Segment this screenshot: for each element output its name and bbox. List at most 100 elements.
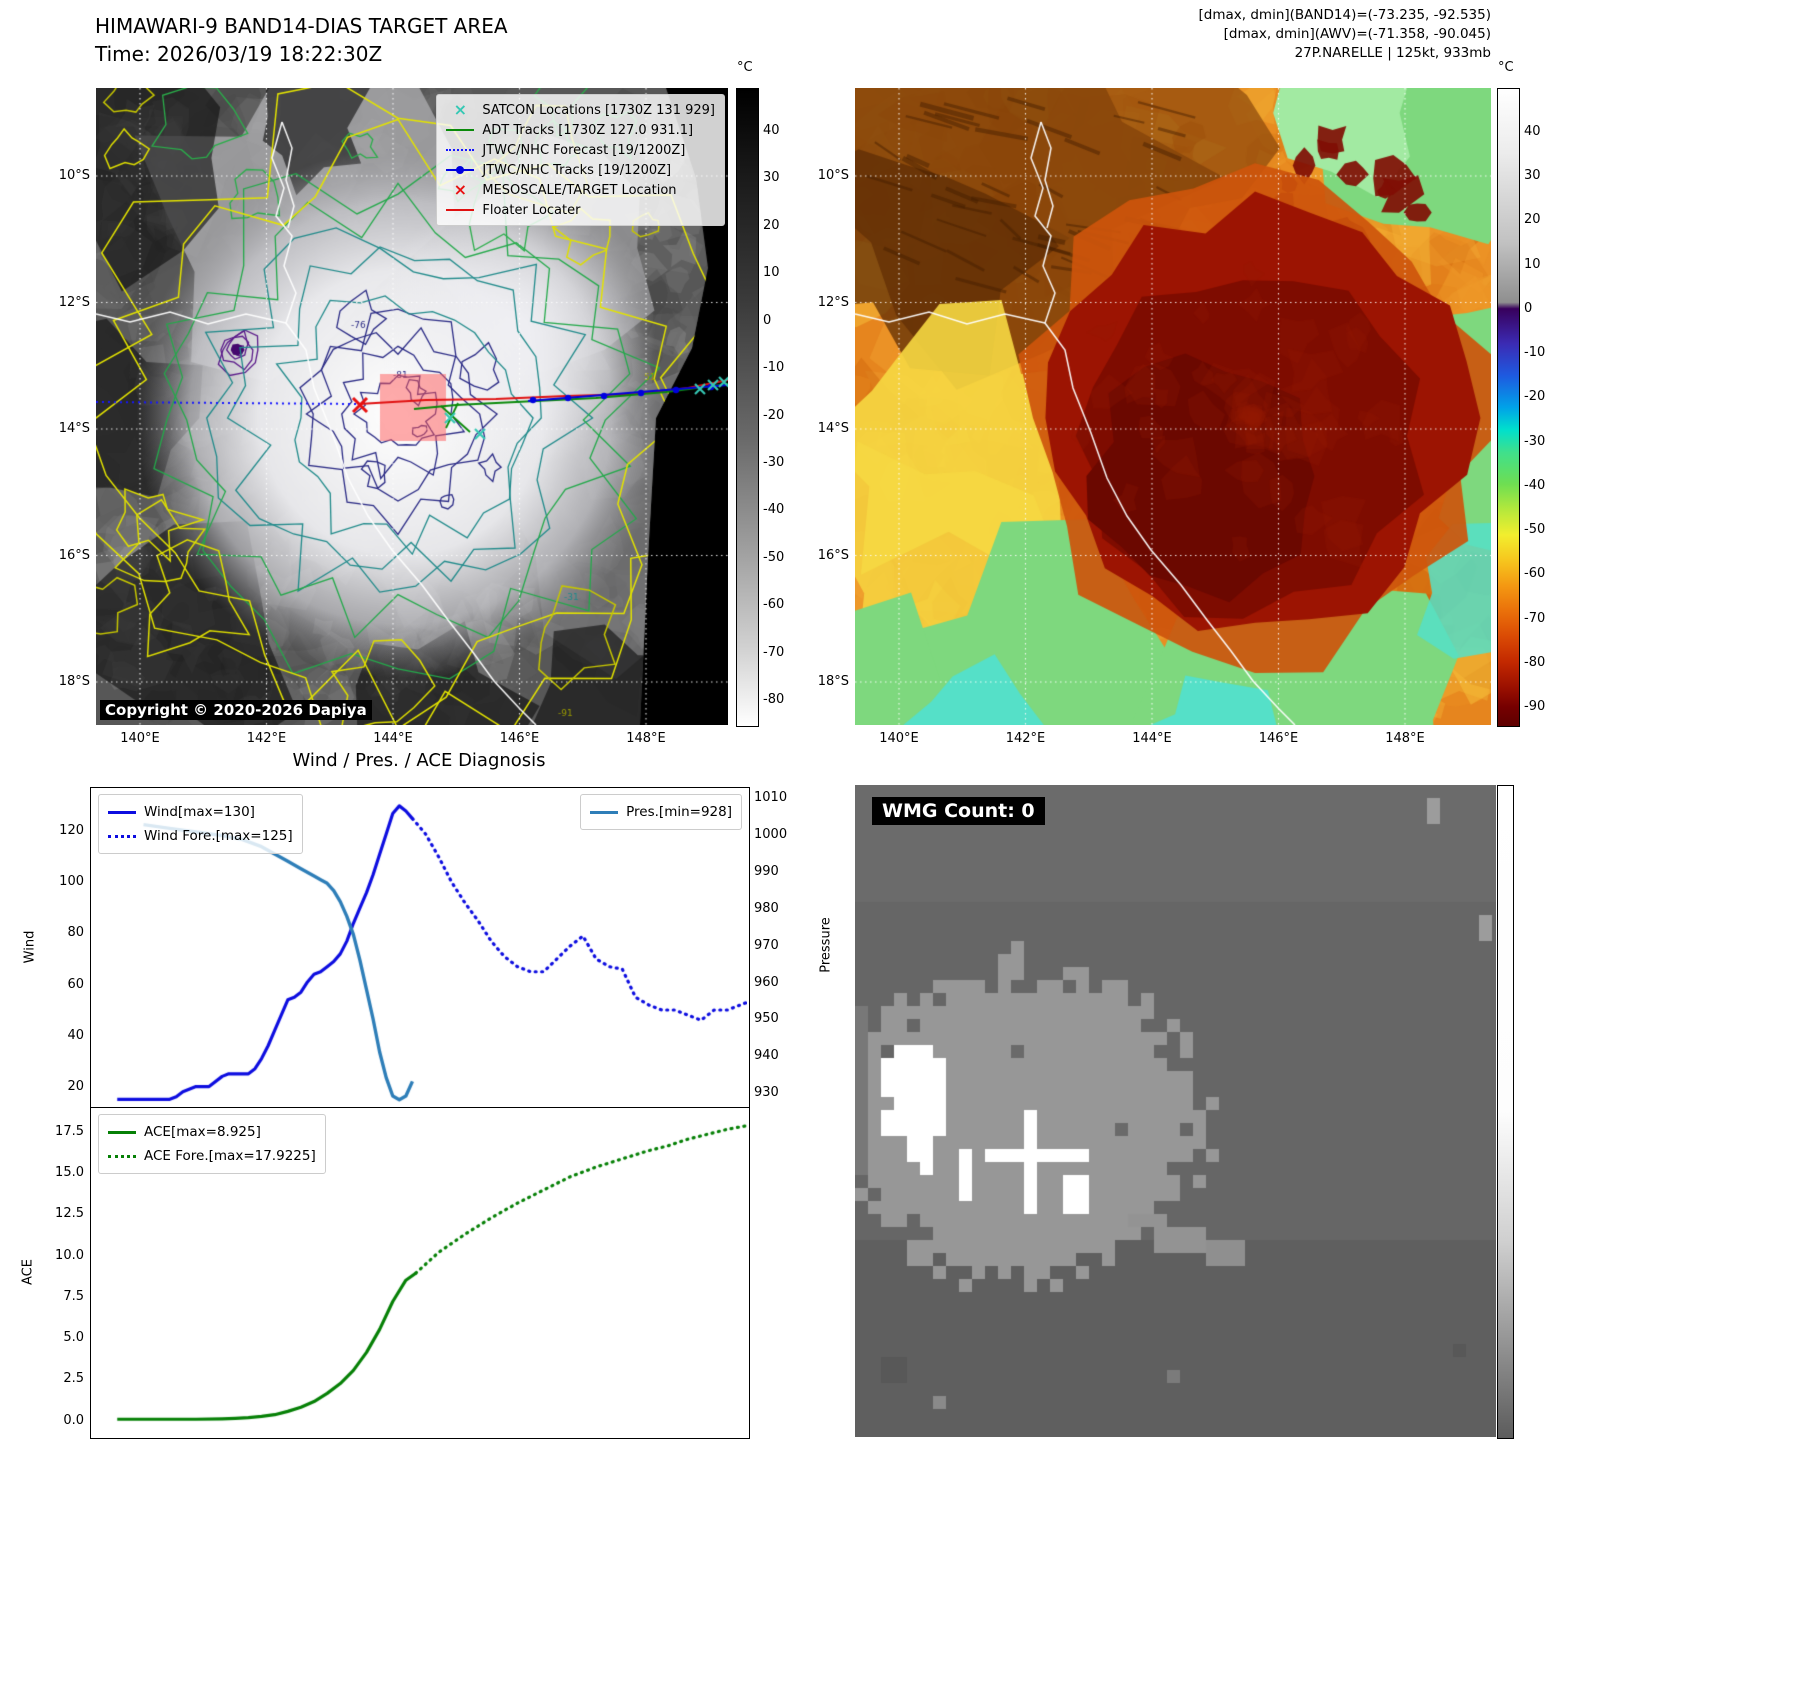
awv-satellite-canvas: [855, 88, 1491, 725]
colorbar-tick-label: -40: [1524, 477, 1546, 493]
wmg-colorbar: [1497, 785, 1514, 1439]
colorbar-tick-label: -10: [1524, 345, 1546, 361]
pressure-ytick-label: 990: [754, 863, 779, 879]
legend-entry: Wind[max=130]: [108, 800, 293, 824]
annotation-storm-info: 27P.NARELLE | 125kt, 933mb: [1294, 45, 1491, 61]
dmax-dmin-annotations: [dmax, dmin](BAND14)=(-73.235, -92.535) …: [1050, 6, 1491, 63]
awv-colorbar: [1497, 88, 1520, 727]
lon-tick-label: 140°E: [120, 731, 160, 746]
colorbar-tick-label: 30: [763, 170, 780, 186]
ace-chart: ACE[max=8.925] ACE Fore.[max=17.9225]: [90, 1107, 750, 1439]
colorbar-tick-label: -10: [763, 360, 785, 376]
lon-tick-label: 140°E: [879, 731, 919, 746]
copyright-label: Copyright © 2020-2026 Dapiya: [100, 700, 372, 720]
colorbar-tick-label: -30: [763, 454, 785, 470]
map-legend: × SATCON Locations [1730Z 131 929] ADT Tra…: [436, 94, 725, 226]
lat-tick-label: 16°S: [58, 547, 90, 563]
lat-tick-label: 16°S: [817, 547, 849, 563]
legend-entry: JTWC/NHC Forecast [19/1200Z]: [446, 140, 715, 160]
legend-entry: × SATCON Locations [1730Z 131 929]: [446, 100, 715, 120]
ace-ytick-label: 10.0: [55, 1247, 84, 1263]
legend-entry: JTWC/NHC Tracks [19/1200Z]: [446, 160, 715, 180]
colorbar-tick-label: -20: [1524, 389, 1546, 405]
annotation-band14: [dmax, dmin](BAND14)=(-73.235, -92.535): [1198, 7, 1491, 23]
band14-panel-title: HIMAWARI-9 BAND14-DIAS TARGET AREA: [95, 14, 508, 38]
diagnosis-title: Wind / Pres. / ACE Diagnosis: [292, 750, 546, 771]
colorbar-tick-label: 20: [1524, 212, 1541, 228]
colorbar-tick-label: 40: [1524, 123, 1541, 139]
legend-entry: Floater Locater: [446, 200, 715, 220]
colorbar-tick-label: 0: [1524, 300, 1533, 316]
ace-ytick-label: 2.5: [63, 1371, 84, 1387]
wind-legend: Wind[max=130] Wind Fore.[max=125]: [98, 794, 303, 854]
pressure-ytick-label: 1010: [754, 790, 788, 806]
legend-entry: × MESOSCALE/TARGET Location: [446, 180, 715, 200]
lat-tick-label: 14°S: [817, 421, 849, 436]
wmg-canvas: [855, 785, 1496, 1437]
colorbar-tick-label: -70: [763, 644, 785, 660]
pressure-ytick-label: 970: [754, 937, 779, 953]
ace-ytick-label: 15.0: [55, 1165, 84, 1180]
lon-tick-label: 146°E: [499, 731, 540, 746]
colorbar-tick-label: -20: [763, 407, 785, 423]
awv-colorbar-unit: °C: [1498, 60, 1514, 75]
colorbar-tick-label: -60: [1524, 566, 1546, 582]
solid-line-icon: [108, 1130, 136, 1134]
colorbar-tick-label: -60: [763, 597, 785, 613]
pressure-ytick-label: 1000: [754, 826, 788, 842]
ace-ytick-label: 7.5: [63, 1288, 84, 1304]
colorbar-tick-label: -90: [1524, 699, 1546, 715]
lat-tick-label: 10°S: [58, 168, 90, 183]
colorbar-tick-label: -70: [1524, 610, 1546, 626]
band14-panel-time: Time: 2026/03/19 18:22:30Z: [95, 42, 383, 66]
band14-colorbar-unit: °C: [737, 60, 753, 75]
lon-tick-label: 146°E: [1258, 731, 1299, 746]
legend-label: Floater Locater: [482, 202, 581, 218]
dot-marker-icon: [456, 166, 465, 174]
pressure-ytick-label: 940: [754, 1048, 779, 1064]
lat-tick-label: 12°S: [817, 294, 849, 310]
wind-ytick-label: 60: [67, 976, 84, 992]
lon-tick-label: 148°E: [1385, 731, 1425, 746]
lat-tick-label: 18°S: [817, 674, 849, 689]
wmg-count-label: WMG Count: 0: [872, 797, 1045, 825]
colorbar-tick-label: -80: [763, 692, 785, 707]
legend-entry: Pres.[min=928]: [590, 800, 732, 824]
legend-label: Wind[max=130]: [144, 804, 255, 820]
wind-pressure-chart: Wind[max=130] Wind Fore.[max=125] Pres.[m…: [90, 787, 750, 1110]
colorbar-tick-label: -30: [1524, 433, 1546, 449]
legend-label: JTWC/NHC Forecast [19/1200Z]: [482, 142, 686, 158]
solid-line-icon: [446, 209, 475, 211]
lon-tick-label: 144°E: [1132, 731, 1172, 746]
pressure-ytick-label: 960: [754, 974, 779, 990]
wmg-panel: WMG Count: 0: [855, 785, 1496, 1437]
solid-line-icon: [108, 810, 136, 814]
legend-label: MESOSCALE/TARGET Location: [482, 182, 677, 198]
pressure-ytick-label: 980: [754, 900, 779, 916]
wind-ytick-label: 80: [67, 925, 84, 941]
colorbar-tick-label: 30: [1524, 168, 1541, 184]
lat-tick-label: 18°S: [58, 674, 90, 689]
lat-tick-label: 10°S: [817, 168, 849, 183]
band14-map-plot: × SATCON Locations [1730Z 131 929] ADT Tra…: [96, 88, 728, 725]
lon-tick-label: 144°E: [373, 731, 413, 746]
lat-tick-label: 12°S: [58, 294, 90, 310]
solid-line-icon: [446, 166, 475, 174]
legend-entry: ACE[max=8.925]: [108, 1120, 316, 1144]
legend-label: JTWC/NHC Tracks [19/1200Z]: [482, 162, 672, 178]
legend-label: ACE Fore.[max=17.9225]: [144, 1148, 316, 1164]
wind-ytick-label: 40: [67, 1028, 84, 1044]
ace-legend: ACE[max=8.925] ACE Fore.[max=17.9225]: [98, 1114, 326, 1174]
ace-ytick-label: 17.5: [55, 1123, 84, 1139]
ace-ytick-label: 0.0: [63, 1412, 84, 1428]
lon-tick-label: 142°E: [246, 731, 287, 746]
legend-entry: ACE Fore.[max=17.9225]: [108, 1144, 316, 1168]
pressure-axis-label: Pressure: [818, 917, 834, 973]
colorbar-tick-label: -50: [1524, 522, 1546, 538]
pressure-ytick-label: 930: [754, 1085, 779, 1101]
dotted-line-icon: [446, 149, 475, 151]
ace-ytick-label: 12.5: [55, 1206, 84, 1222]
lat-tick-label: 14°S: [58, 421, 90, 436]
legend-entry: ADT Tracks [1730Z 127.0 931.1]: [446, 120, 715, 140]
